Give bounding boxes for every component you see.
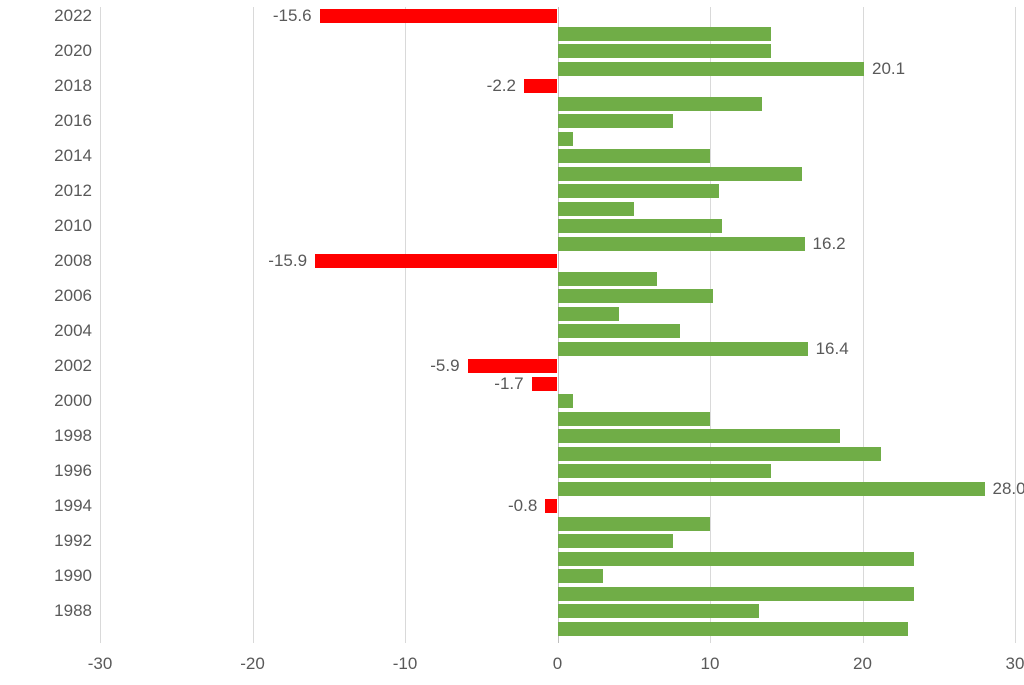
bar-positive (558, 482, 985, 496)
bar-positive (558, 272, 657, 286)
y-tick-label: 1990 (40, 566, 92, 586)
bar-positive (558, 167, 802, 181)
bar-positive (558, 307, 619, 321)
bar-positive (558, 184, 720, 198)
y-tick-label: 1992 (40, 531, 92, 551)
bar-positive (558, 324, 680, 338)
y-tick-label: 2012 (40, 181, 92, 201)
gridline (1015, 7, 1016, 643)
x-tick-label: 10 (701, 654, 720, 674)
y-tick-label: 2018 (40, 76, 92, 96)
y-tick-label: 2004 (40, 321, 92, 341)
x-tick-label: 30 (1006, 654, 1024, 674)
y-tick-label: 1988 (40, 601, 92, 621)
y-tick-label: 2000 (40, 391, 92, 411)
bar-negative (468, 359, 558, 373)
gridline (405, 7, 406, 643)
bar-positive (558, 44, 772, 58)
bar-positive (558, 289, 714, 303)
bar-value-label: -0.8 (508, 496, 537, 516)
y-tick-label: 1994 (40, 496, 92, 516)
bar-value-label: -2.2 (487, 76, 516, 96)
bar-positive (558, 62, 865, 76)
bar-positive (558, 447, 881, 461)
y-tick-label: 2014 (40, 146, 92, 166)
y-tick-label: 2022 (40, 6, 92, 26)
x-tick-label: -10 (393, 654, 418, 674)
annual-returns-chart: -30 -20 -10 0 10 20 30 2022 2020 2018 2016 2014 201… (0, 0, 1024, 685)
bar-positive (558, 569, 604, 583)
y-tick-label: 2006 (40, 286, 92, 306)
bar-value-label: 20.1 (872, 59, 905, 79)
bar-positive (558, 97, 762, 111)
bar-positive (558, 237, 805, 251)
bar-value-label: 16.2 (813, 234, 846, 254)
y-tick-label: 2020 (40, 41, 92, 61)
x-tick-label: 0 (553, 654, 562, 674)
bar-positive (558, 587, 915, 601)
gridline (253, 7, 254, 643)
bar-negative (524, 79, 558, 93)
bar-positive (558, 534, 674, 548)
bar-value-label: -5.9 (430, 356, 459, 376)
x-tick-label: -30 (88, 654, 113, 674)
bar-value-label: -15.9 (268, 251, 307, 271)
y-tick-label: 2010 (40, 216, 92, 236)
bar-negative (315, 254, 557, 268)
y-tick-label: 2016 (40, 111, 92, 131)
bar-positive (558, 202, 634, 216)
bar-negative (320, 9, 558, 23)
bar-positive (558, 342, 808, 356)
gridline (863, 7, 864, 643)
bar-positive (558, 429, 840, 443)
bar-value-label: -1.7 (494, 374, 523, 394)
bar-positive (558, 219, 723, 233)
bar-positive (558, 622, 909, 636)
y-tick-label: 2002 (40, 356, 92, 376)
bar-positive (558, 552, 915, 566)
bar-positive (558, 114, 674, 128)
bar-value-label: -15.6 (273, 6, 312, 26)
y-tick-label: 1998 (40, 426, 92, 446)
y-tick-label: 1996 (40, 461, 92, 481)
y-tick-label: 2008 (40, 251, 92, 271)
bar-positive (558, 412, 711, 426)
bar-negative (532, 377, 558, 391)
x-tick-label: 20 (853, 654, 872, 674)
bar-negative (545, 499, 557, 513)
bar-value-label: 16.4 (816, 339, 849, 359)
bar-positive (558, 27, 772, 41)
bar-value-label: 28.0 (993, 479, 1024, 499)
bar-positive (558, 149, 711, 163)
bar-positive (558, 394, 573, 408)
gridline (100, 7, 101, 643)
bar-positive (558, 464, 772, 478)
bar-positive (558, 517, 711, 531)
bar-positive (558, 132, 573, 146)
bar-positive (558, 604, 759, 618)
x-tick-label: -20 (240, 654, 265, 674)
